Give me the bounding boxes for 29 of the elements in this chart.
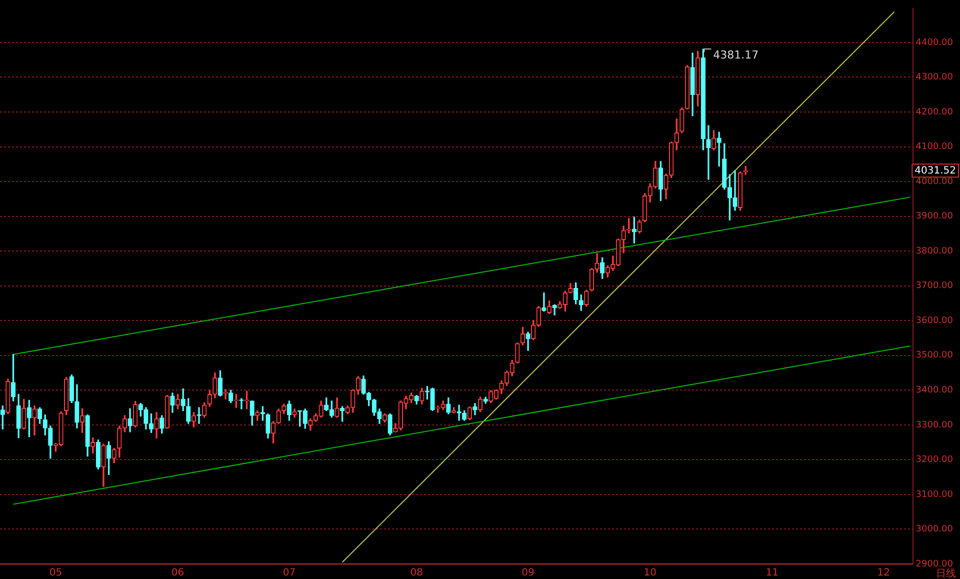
x-tick-label: 06 [171,568,184,579]
y-tick-label: 3200.00 [916,455,954,466]
y-tick-label: 2900.00 [916,559,954,570]
candlestick [706,125,711,180]
x-tick-label: 10 [644,568,656,579]
annotation: 4381.17 [713,48,759,62]
x-tick-label: 07 [282,568,296,579]
y-tick-label: 3300.00 [916,420,954,430]
x-tick-label: 09 [522,568,534,579]
text: 日线 [936,568,956,579]
y-tick-label: 3500.00 [916,350,954,361]
text: 4031.52 [914,166,956,177]
y-tick-label: 4300.00 [916,72,954,83]
y-tick-label: 3100.00 [916,490,954,500]
x-tick-label: 08 [410,568,423,579]
y-tick-label: 3000.00 [916,524,954,535]
y-tick-label: 4100.00 [916,142,954,152]
y-tick-label: 4400.00 [916,38,954,48]
x-tick-label: 11 [766,568,779,579]
candlestick [542,292,546,312]
x-tick-label: 05 [49,568,62,579]
y-tick-label: 3400.00 [916,386,954,396]
x-tick-label: 12 [877,568,890,579]
y-tick-label: 4200.00 [916,107,954,118]
y-tick-label: 3900.00 [916,212,954,222]
y-tick-label: 3700.00 [916,281,954,292]
y-tick-label: 3800.00 [916,246,954,256]
y-tick-label: 3600.00 [916,316,954,326]
y-tick-label: 4000.00 [916,176,954,187]
